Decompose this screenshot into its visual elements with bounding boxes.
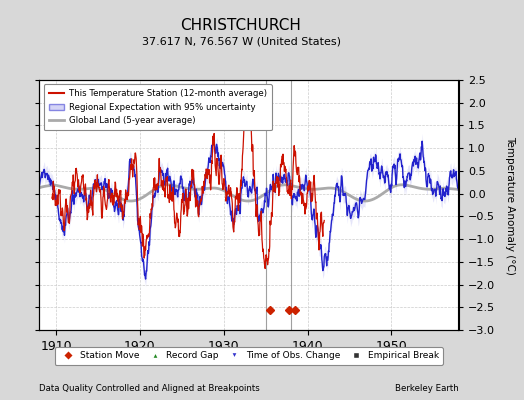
Legend: This Temperature Station (12-month average), Regional Expectation with 95% uncer: This Temperature Station (12-month avera…	[43, 84, 272, 130]
Text: 37.617 N, 76.567 W (United States): 37.617 N, 76.567 W (United States)	[141, 37, 341, 47]
Legend: Station Move, Record Gap, Time of Obs. Change, Empirical Break: Station Move, Record Gap, Time of Obs. C…	[54, 347, 443, 365]
Text: Berkeley Earth: Berkeley Earth	[395, 384, 458, 393]
Y-axis label: Temperature Anomaly (°C): Temperature Anomaly (°C)	[505, 136, 515, 274]
Text: CHRISTCHURCH: CHRISTCHURCH	[181, 18, 301, 34]
Text: Data Quality Controlled and Aligned at Breakpoints: Data Quality Controlled and Aligned at B…	[39, 384, 260, 393]
